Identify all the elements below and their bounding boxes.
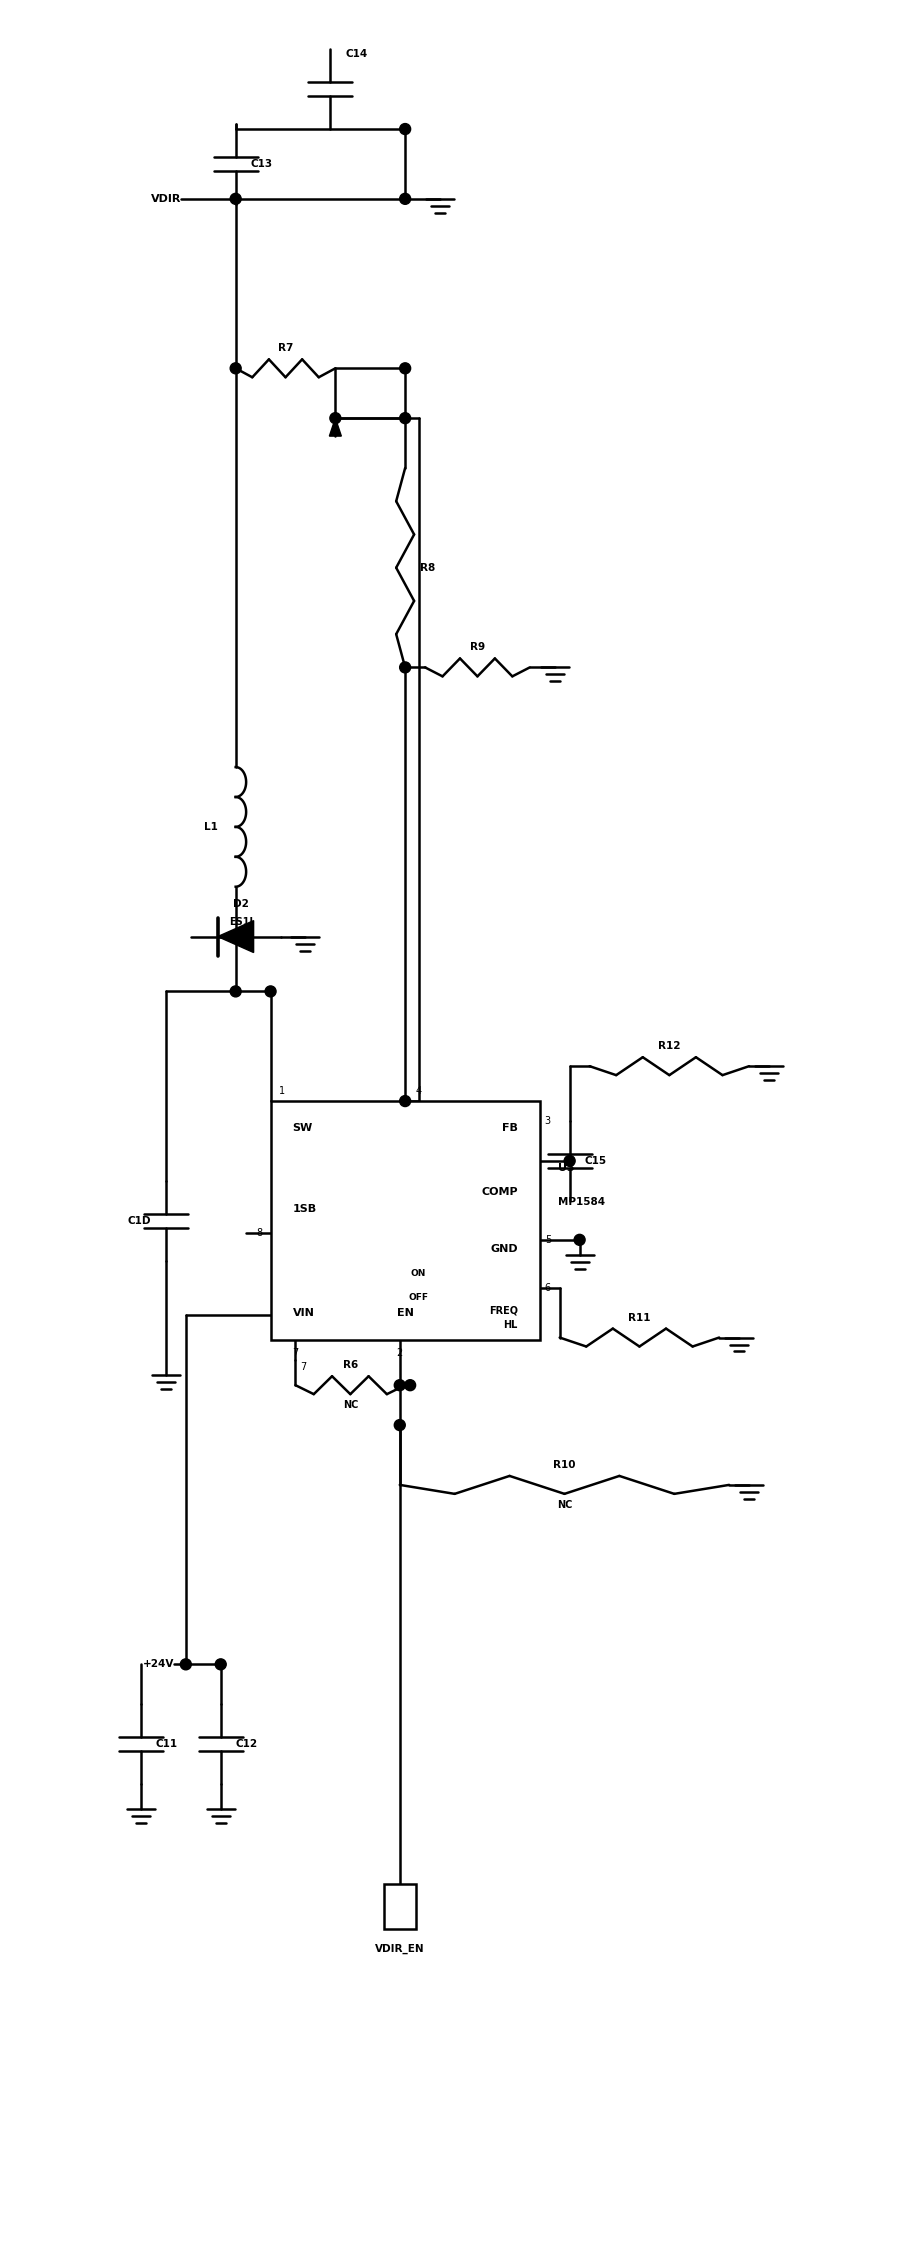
Circle shape [564,1154,575,1166]
Circle shape [330,413,341,424]
Circle shape [400,413,411,424]
Text: VIN: VIN [293,1309,315,1318]
Circle shape [400,364,411,373]
Text: 2: 2 [396,1348,403,1359]
Text: R11: R11 [628,1312,651,1323]
Text: D2: D2 [233,898,248,910]
Bar [384,1884,415,1929]
Text: 1SB: 1SB [293,1204,316,1213]
Text: C11: C11 [156,1738,178,1750]
Text: NC: NC [557,1500,572,1509]
Text: +24V: +24V [143,1660,174,1669]
Circle shape [230,364,241,373]
Text: HL: HL [504,1321,518,1330]
Circle shape [395,1379,405,1390]
Text: 6: 6 [544,1282,551,1294]
Circle shape [230,932,241,941]
Text: VDIR_EN: VDIR_EN [375,1943,425,1954]
Text: EN: EN [396,1309,414,1318]
Circle shape [400,1096,411,1107]
Text: NC: NC [343,1399,358,1410]
Polygon shape [329,418,342,436]
Text: R9: R9 [470,642,485,651]
Text: R12: R12 [658,1042,681,1051]
Circle shape [180,1660,191,1669]
Polygon shape [218,921,254,952]
Text: GND: GND [490,1244,518,1256]
Bar [271,1101,540,1341]
Text: R6: R6 [343,1361,358,1370]
Text: VDIR: VDIR [151,193,181,204]
Text: C12: C12 [235,1738,258,1750]
Text: L1: L1 [204,822,218,831]
Text: ES1J: ES1J [229,916,253,928]
Circle shape [400,663,411,674]
Text: 3: 3 [544,1116,551,1125]
Circle shape [400,193,411,204]
Text: OFF: OFF [409,1294,429,1303]
Circle shape [395,1419,405,1431]
Circle shape [230,193,241,204]
Text: C13: C13 [251,159,273,168]
Text: FREQ: FREQ [489,1305,518,1316]
Text: C15: C15 [584,1157,606,1166]
Circle shape [574,1235,585,1244]
Text: MP1584: MP1584 [558,1197,604,1206]
Text: C1D: C1D [127,1215,151,1226]
Circle shape [230,986,241,997]
Circle shape [215,1660,226,1669]
Text: U3: U3 [558,1163,574,1172]
Text: 7: 7 [301,1363,306,1372]
Text: R10: R10 [554,1460,575,1469]
Text: 8: 8 [256,1229,263,1238]
Circle shape [405,1379,415,1390]
Text: 7: 7 [293,1348,299,1359]
Text: ON: ON [411,1269,426,1278]
Text: R7: R7 [278,344,294,353]
Text: R8: R8 [420,564,435,573]
Text: COMP: COMP [481,1186,518,1197]
Text: 1: 1 [278,1087,285,1096]
Text: C14: C14 [345,49,367,58]
Circle shape [400,124,411,135]
Text: FB: FB [502,1123,518,1132]
Text: SW: SW [293,1123,313,1132]
Text: 4: 4 [415,1087,422,1096]
Circle shape [265,986,276,997]
Text: 5: 5 [544,1235,551,1244]
